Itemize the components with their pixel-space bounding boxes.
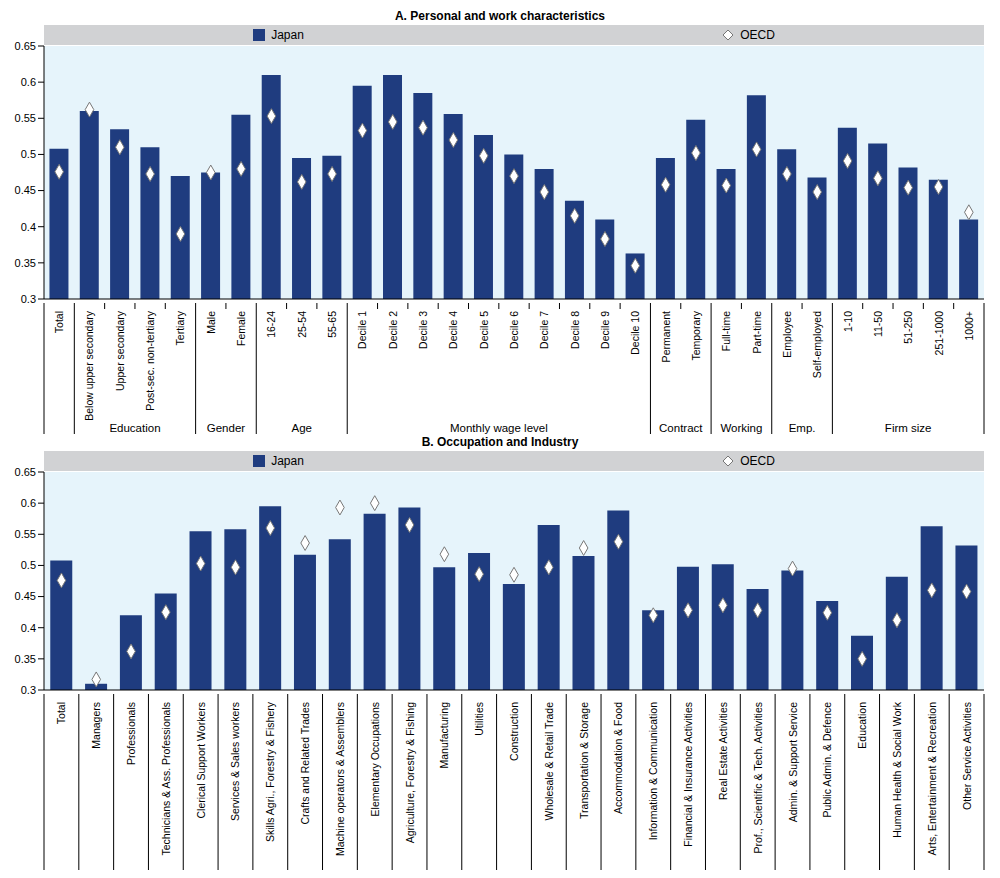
svg-text:Below upper secondary: Below upper secondary <box>83 310 95 420</box>
svg-text:0.6: 0.6 <box>21 76 36 88</box>
svg-text:Age: Age <box>292 422 312 434</box>
svg-text:0.45: 0.45 <box>15 184 36 196</box>
svg-text:51-250: 51-250 <box>902 311 914 344</box>
svg-text:Agriculture, Forestry & Fishin: Agriculture, Forestry & Fishing <box>404 702 416 843</box>
svg-text:0.35: 0.35 <box>15 653 36 665</box>
svg-text:0.5: 0.5 <box>21 559 36 571</box>
svg-text:Public Admin. & Defence: Public Admin. & Defence <box>821 702 833 818</box>
svg-text:16-24: 16-24 <box>265 311 277 338</box>
svg-text:Arts, Entertainment & Recreati: Arts, Entertainment & Recreation <box>926 702 938 856</box>
svg-text:0.3: 0.3 <box>21 684 36 696</box>
html-text:OECD: OECD <box>740 28 775 42</box>
svg-text:Clerical Support Workers: Clerical Support Workers <box>195 702 207 819</box>
svg-text:1000+: 1000+ <box>963 311 975 341</box>
svg-text:Prof., Scientific & Tech. Acti: Prof., Scientific & Tech. Activities <box>752 702 764 854</box>
svg-text:Temporary: Temporary <box>690 310 702 360</box>
svg-text:Other Service Activities: Other Service Activities <box>961 702 973 810</box>
svg-text:Male: Male <box>205 311 217 334</box>
svg-text:Decile 2: Decile 2 <box>387 311 399 349</box>
svg-text:Decile 9: Decile 9 <box>599 311 611 349</box>
svg-text:Firm size: Firm size <box>885 422 932 434</box>
html-text:A. Personal and work character: A. Personal and work characteristics <box>395 9 605 23</box>
svg-text:0.55: 0.55 <box>15 112 36 124</box>
svg-text:Decile 3: Decile 3 <box>417 311 429 349</box>
svg-text:1-10: 1-10 <box>842 311 854 332</box>
svg-text:11-50: 11-50 <box>872 311 884 337</box>
svg-text:0.3: 0.3 <box>21 293 36 305</box>
svg-text:Full-time: Full-time <box>720 311 732 351</box>
svg-text:Contract: Contract <box>659 422 703 434</box>
svg-text:Tertiary: Tertiary <box>174 310 186 345</box>
svg-text:Utilities: Utilities <box>473 702 485 736</box>
svg-text:Human Health & Social Work: Human Health & Social Work <box>891 701 903 838</box>
svg-text:Female: Female <box>235 311 247 346</box>
svg-text:0.4: 0.4 <box>21 221 36 233</box>
svg-text:Decile 7: Decile 7 <box>538 311 550 349</box>
svg-text:0.6: 0.6 <box>21 497 36 509</box>
svg-text:Permanent: Permanent <box>660 311 672 362</box>
svg-text:Admin. & Support Service: Admin. & Support Service <box>787 702 799 822</box>
svg-text:Monthly wage level: Monthly wage level <box>450 422 548 434</box>
svg-text:Manufacturing: Manufacturing <box>438 702 450 769</box>
svg-text:251-1000: 251-1000 <box>933 311 945 356</box>
svg-text:0.5: 0.5 <box>21 148 36 160</box>
svg-text:Decile 4: Decile 4 <box>447 311 459 349</box>
svg-text:Transportation & Storage: Transportation & Storage <box>578 702 590 819</box>
svg-text:Information & Communication: Information & Communication <box>647 702 659 840</box>
svg-text:0.55: 0.55 <box>15 528 36 540</box>
svg-text:0.45: 0.45 <box>15 590 36 602</box>
svg-text:Part-time: Part-time <box>751 311 763 354</box>
svg-text:Decile 10: Decile 10 <box>629 311 641 355</box>
svg-text:Upper secondary: Upper secondary <box>114 310 126 391</box>
svg-text:Total: Total <box>55 702 67 724</box>
svg-text:0.35: 0.35 <box>15 257 36 269</box>
svg-text:Real Estate Activities: Real Estate Activities <box>717 702 729 800</box>
svg-text:Crafts and Related Trades: Crafts and Related Trades <box>299 702 311 825</box>
svg-text:Wholesale & Retail Trade: Wholesale & Retail Trade <box>543 702 555 821</box>
svg-text:Education: Education <box>856 702 868 749</box>
svg-text:0.65: 0.65 <box>15 466 36 478</box>
svg-text:Elementary Occupations: Elementary Occupations <box>369 702 381 816</box>
svg-text:0.4: 0.4 <box>21 622 36 634</box>
svg-text:0.65: 0.65 <box>15 40 36 52</box>
svg-text:Decile 6: Decile 6 <box>508 311 520 349</box>
svg-text:Financial & Insurance Activiti: Financial & Insurance Activities <box>682 702 694 847</box>
svg-text:Technicians & Ass. Professiona: Technicians & Ass. Professionals <box>160 702 172 856</box>
svg-text:Self-employed: Self-employed <box>811 311 823 378</box>
svg-text:Skills Agri., Forestry & Fishe: Skills Agri., Forestry & Fishery <box>264 701 276 842</box>
svg-text:Total: Total <box>53 311 65 333</box>
svg-text:Machine operators & Assemblers: Machine operators & Assemblers <box>334 702 346 856</box>
svg-text:Decile 8: Decile 8 <box>569 311 581 349</box>
html-text:OECD: OECD <box>740 454 775 468</box>
svg-text:Education: Education <box>109 422 160 434</box>
svg-text:55-65: 55-65 <box>326 311 338 338</box>
html-text:B. Occupation and Industry: B. Occupation and Industry <box>421 435 579 449</box>
svg-text:Professionals: Professionals <box>125 702 137 765</box>
svg-text:Gender: Gender <box>207 422 246 434</box>
svg-text:Working: Working <box>720 422 762 434</box>
svg-text:Emp.: Emp. <box>789 422 816 434</box>
svg-text:25-54: 25-54 <box>296 311 308 338</box>
html-text:Japan: Japan <box>271 454 304 468</box>
svg-text:Managers: Managers <box>90 702 102 749</box>
svg-text:Decile 5: Decile 5 <box>478 311 490 349</box>
svg-text:Post-sec. non-tertiary: Post-sec. non-tertiary <box>144 310 156 411</box>
svg-text:Services & Sales workers: Services & Sales workers <box>229 702 241 821</box>
svg-text:Accommodation & Food: Accommodation & Food <box>612 702 624 814</box>
svg-text:Employee: Employee <box>781 311 793 358</box>
svg-text:Construction: Construction <box>508 702 520 761</box>
html-text:Japan: Japan <box>271 28 304 42</box>
svg-text:Decile 1: Decile 1 <box>356 311 368 349</box>
